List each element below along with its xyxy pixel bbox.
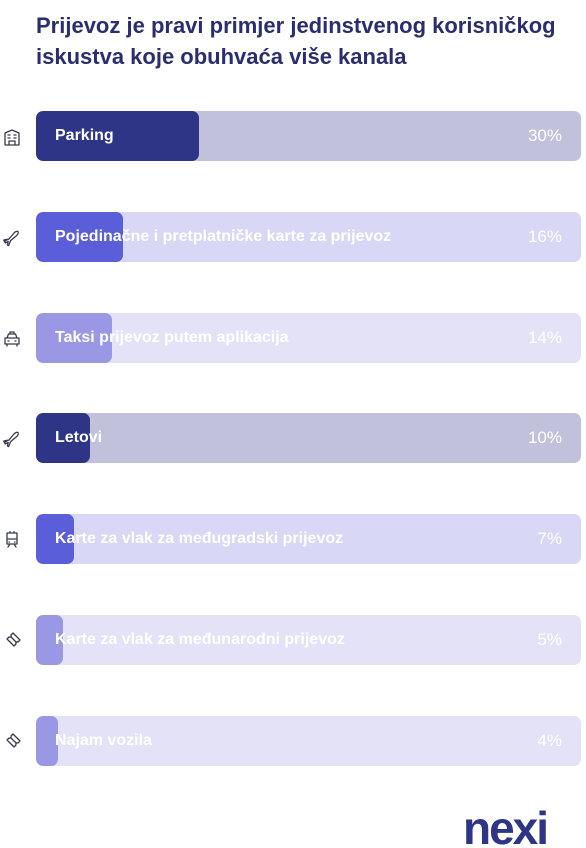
bar-fill — [36, 413, 91, 464]
bar-row: Karte za vlak za međugradski prijevoz 7% — [0, 514, 586, 566]
bar-track: Parking 30% — [36, 111, 581, 161]
bar-row: Parking 30% — [0, 111, 586, 163]
bar-track: Najam vozila 4% — [36, 715, 581, 766]
bar-value-label: 14% — [527, 327, 562, 347]
bar-value-label: 10% — [527, 428, 562, 448]
ticket-icon — [2, 631, 22, 651]
bar-value-label: 5% — [537, 630, 562, 649]
bar-track: Karte za vlak za međugradski prijevoz 7% — [36, 514, 581, 565]
nexi-logo: nexi — [463, 806, 581, 848]
bar-track: Letovi 10% — [36, 413, 581, 464]
bar-label: Taksi prijevoz putem aplikacija — [55, 328, 289, 346]
chart-title: Prijevoz je pravi primjer jedinstvenog k… — [36, 13, 556, 69]
bar-row: Pojedinačne i pretplatničke karte za pri… — [0, 211, 586, 264]
bar-label: Letovi — [55, 429, 103, 447]
nexi-logo-mark: nexi — [463, 806, 549, 848]
bar-track: Taksi prijevoz putem aplikacija 14% — [36, 312, 581, 363]
bar-label: Parking — [55, 127, 114, 144]
bar-value-label: 4% — [537, 730, 562, 750]
ticket-icon — [2, 732, 22, 752]
plane-icon — [2, 429, 22, 449]
train-icon — [2, 530, 22, 550]
bar-row: Najam vozila 4% — [0, 715, 586, 768]
bar-value-label: 30% — [527, 126, 562, 145]
bar-fill — [36, 715, 58, 766]
bar-value-label: 7% — [537, 529, 562, 549]
bar-row: Letovi 10% — [0, 413, 586, 465]
bar-track: Karte za vlak za međunarodni prijevoz 5% — [36, 615, 581, 665]
bar-fill — [36, 615, 64, 665]
bar-fill — [36, 211, 123, 262]
nexi-logo-text: nexi — [463, 806, 547, 848]
bar-label: Pojedinačne i pretplatničke karte za pri… — [55, 227, 392, 245]
bar-value-label: 16% — [527, 226, 562, 246]
bar-label: Karte za vlak za međugradski prijevoz — [55, 530, 344, 548]
plane-icon — [2, 228, 22, 248]
bar-label: Karte za vlak za međunarodni prijevoz — [55, 631, 345, 648]
bar-fill — [36, 514, 75, 565]
bar-fill — [36, 111, 199, 161]
building-icon — [2, 127, 22, 147]
taxi-icon — [2, 329, 22, 349]
bar-row: Taksi prijevoz putem aplikacija 14% — [0, 312, 586, 365]
bar-label: Najam vozila — [55, 731, 152, 749]
bar-row: Karte za vlak za međunarodni prijevoz 5% — [0, 615, 586, 667]
bar-fill — [36, 312, 113, 363]
bar-track: Pojedinačne i pretplatničke karte za pri… — [36, 211, 581, 262]
